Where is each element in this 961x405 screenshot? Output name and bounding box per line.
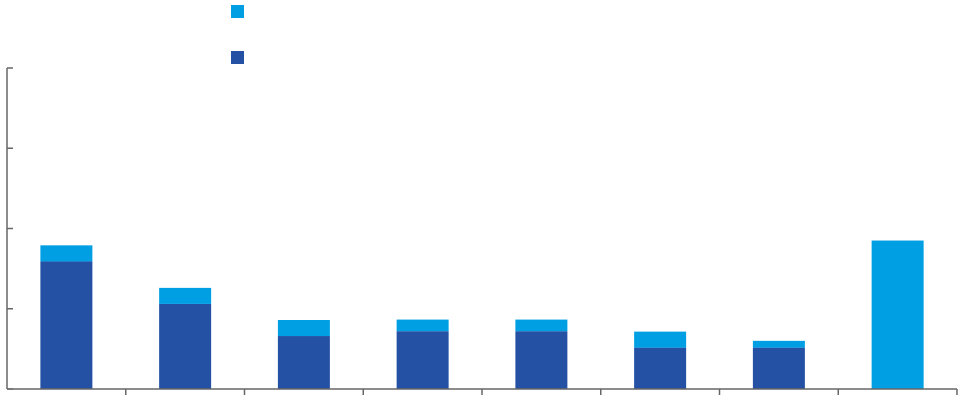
bar-2-series-1 [159,303,212,389]
bar-7-series-2 [752,340,805,348]
bar-8-series-2 [871,240,924,389]
bar-group [40,240,924,389]
legend-swatch-1 [231,5,244,18]
bar-4-series-1 [396,331,449,389]
bar-5-series-1 [515,331,568,389]
bar-3-series-1 [277,336,330,389]
bar-7-series-1 [752,347,805,389]
bar-6-series-2 [634,331,687,348]
bar-6-series-1 [634,347,687,389]
legend-swatch-2 [231,51,244,64]
bar-2-series-2 [159,287,212,304]
chart-legend [231,5,244,64]
bar-5-series-2 [515,319,568,332]
bar-1-series-2 [40,245,93,262]
chart-axes [6,67,958,395]
bar-4-series-2 [396,319,449,332]
bar-3-series-2 [277,319,330,337]
bar-1-series-1 [40,261,93,389]
